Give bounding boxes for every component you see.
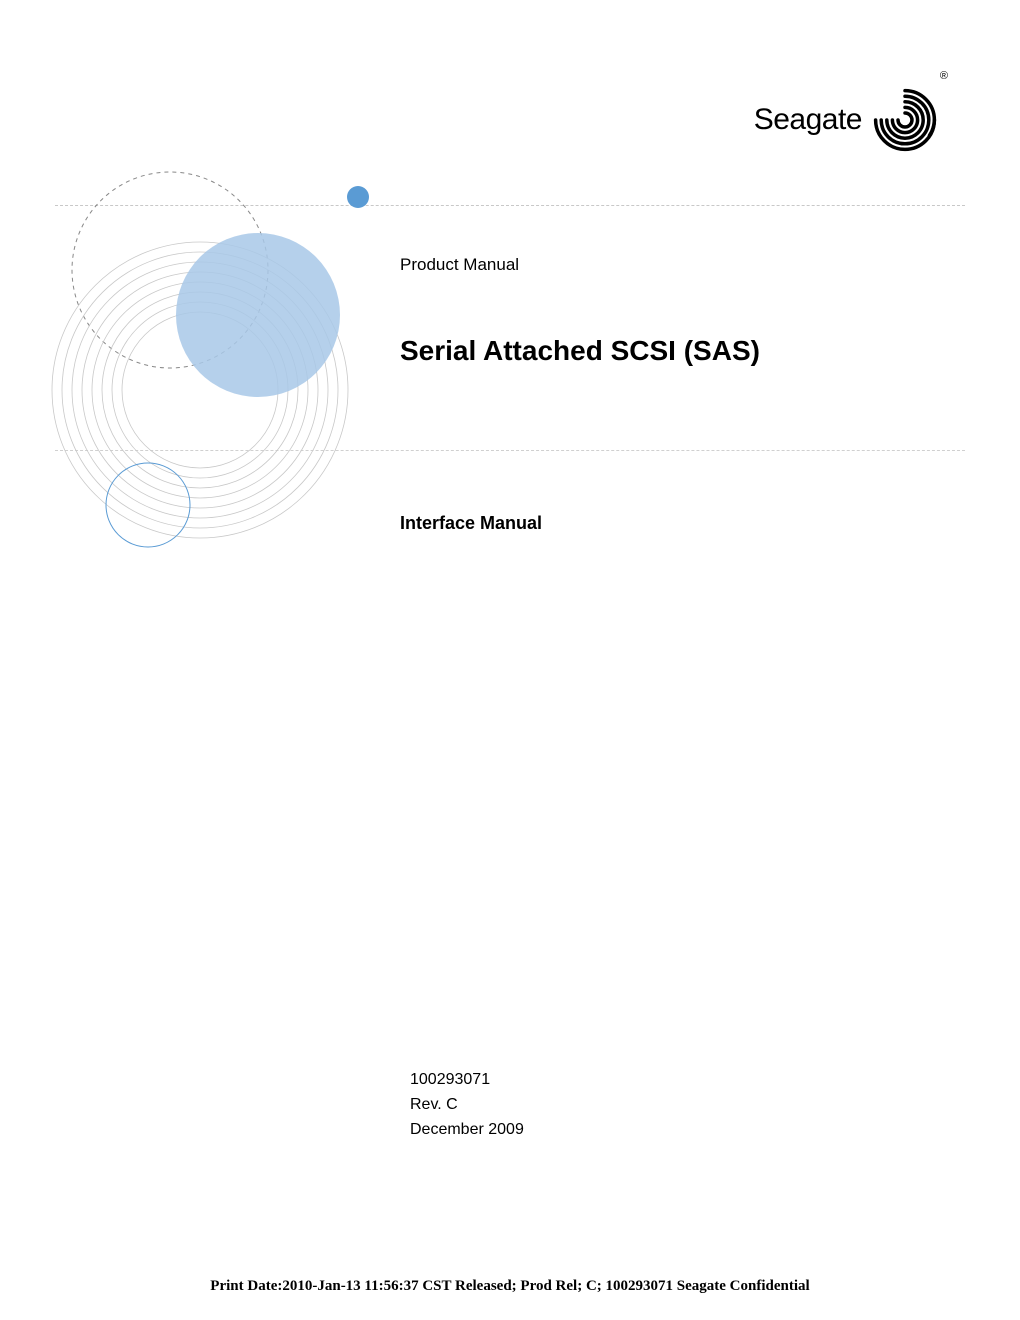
cover-graphic [40, 170, 400, 570]
content-area: Product Manual Serial Attached SCSI (SAS… [400, 255, 760, 367]
main-title: Serial Attached SCSI (SAS) [400, 335, 760, 367]
interface-manual-label: Interface Manual [400, 513, 542, 534]
logo-text: Seagate [754, 103, 862, 137]
doc-info: 100293071 Rev. C December 2009 [410, 1068, 524, 1142]
logo-container: Seagate [754, 85, 940, 155]
doc-number: 100293071 [410, 1068, 524, 1093]
product-manual-label: Product Manual [400, 255, 760, 275]
doc-revision: Rev. C [410, 1093, 524, 1118]
logo-swirl-icon [870, 85, 940, 155]
footer-text: Print Date:2010-Jan-13 11:56:37 CST Rele… [0, 1278, 1020, 1295]
registered-mark: ® [940, 70, 948, 82]
doc-date: December 2009 [410, 1118, 524, 1143]
